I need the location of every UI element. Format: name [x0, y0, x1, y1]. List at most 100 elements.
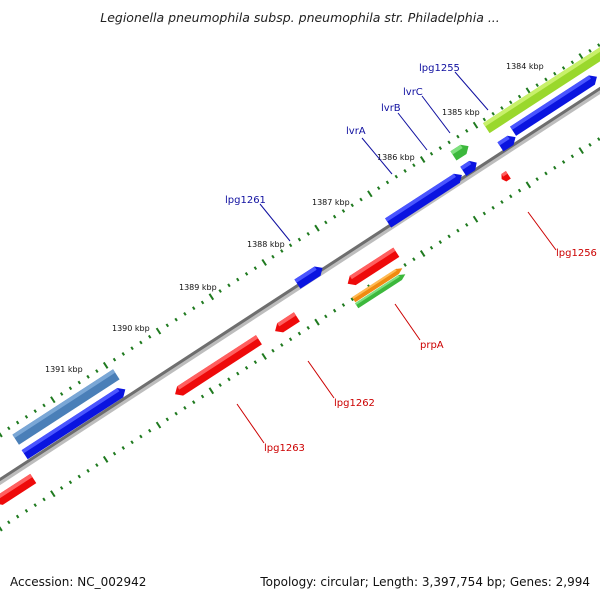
- minor-tick: [438, 146, 443, 150]
- gene-lpg1263[interactable]: [172, 335, 262, 399]
- minor-tick: [165, 417, 170, 422]
- minor-tick: [200, 394, 205, 399]
- minor-tick: [77, 380, 81, 385]
- minor-tick: [130, 346, 134, 351]
- gene-forward-left[interactable]: [21, 385, 129, 460]
- minor-tick: [332, 214, 337, 219]
- minor-tick: [86, 468, 90, 473]
- minor-tick: [482, 117, 487, 122]
- major-tick: [0, 526, 3, 532]
- minor-tick: [139, 340, 143, 345]
- gene-lvrC-blue[interactable]: [497, 132, 518, 152]
- gene-label-lvrB[interactable]: lvrB: [381, 103, 401, 114]
- minor-tick: [350, 203, 354, 208]
- minor-tick: [491, 111, 495, 116]
- major-tick: [50, 490, 56, 498]
- minor-tick: [403, 263, 407, 267]
- minor-tick: [174, 317, 178, 322]
- kbp-label-1386: 1386 kbp: [377, 153, 415, 162]
- minor-tick: [544, 77, 548, 82]
- major-tick: [578, 147, 584, 155]
- minor-tick: [33, 409, 37, 414]
- minor-tick: [412, 257, 416, 262]
- gene-lpg1256[interactable]: [499, 171, 511, 183]
- minor-tick: [24, 508, 29, 513]
- minor-tick: [341, 209, 346, 213]
- gene-label-lvrA[interactable]: lvrA: [346, 126, 366, 137]
- minor-tick: [429, 245, 434, 250]
- feature-steelblue[interactable]: [12, 369, 120, 445]
- inner-tick-ruler: [0, 137, 600, 532]
- gene-label-lpg1255[interactable]: lpg1255: [419, 63, 460, 74]
- gene-arrows: [0, 72, 600, 508]
- minor-tick: [112, 451, 117, 456]
- feature-track: [12, 46, 600, 445]
- gene-lvrA[interactable]: [385, 170, 465, 228]
- minor-tick: [130, 440, 134, 445]
- minor-tick: [438, 240, 443, 244]
- minor-tick: [280, 249, 284, 253]
- accession-text: Accession: NC_002942: [10, 575, 147, 589]
- minor-tick: [271, 254, 275, 259]
- minor-tick: [517, 94, 522, 99]
- feature-prpA-orange[interactable]: [352, 266, 404, 303]
- minor-tick: [500, 200, 504, 204]
- minor-tick: [535, 83, 539, 88]
- minor-tick: [165, 323, 170, 328]
- major-tick: [208, 387, 215, 395]
- minor-tick: [297, 237, 302, 242]
- minor-tick: [376, 186, 381, 190]
- minor-tick: [59, 392, 64, 396]
- gene-lvrB-blue[interactable]: [460, 158, 479, 176]
- minor-tick: [588, 142, 592, 147]
- feature-lime[interactable]: [483, 46, 600, 134]
- major-tick: [155, 327, 162, 335]
- gene-label-lpg1263[interactable]: lpg1263: [264, 443, 305, 454]
- minor-tick: [456, 228, 460, 233]
- gene-green-small[interactable]: [450, 141, 471, 161]
- minor-tick: [95, 369, 99, 373]
- major-tick: [525, 181, 532, 189]
- gene-red-prpA-upper[interactable]: [345, 247, 400, 289]
- minor-tick: [244, 365, 249, 370]
- gene-label-lpg1262[interactable]: lpg1262: [334, 398, 375, 409]
- gene-label-lvrC[interactable]: lvrC: [403, 87, 423, 98]
- gene-red-left[interactable]: [0, 473, 37, 508]
- minor-tick: [447, 140, 451, 145]
- minor-tick: [385, 180, 390, 185]
- gene-lpg1261[interactable]: [294, 263, 325, 289]
- feature-prpA-green[interactable]: [355, 272, 407, 309]
- minor-tick: [227, 377, 231, 382]
- minor-tick: [359, 197, 363, 202]
- minor-tick: [218, 289, 222, 293]
- leader-lines: [236, 71, 557, 444]
- gene-lpg1255[interactable]: [510, 72, 600, 136]
- major-tick: [102, 455, 109, 463]
- kbp-label-1385: 1385 kbp: [442, 108, 480, 117]
- gene-lpg1262-small[interactable]: [272, 312, 300, 335]
- minor-tick: [183, 406, 187, 410]
- minor-tick: [465, 129, 469, 133]
- kbp-label-1391: 1391 kbp: [45, 365, 83, 374]
- gene-label-lpg1261[interactable]: lpg1261: [225, 195, 266, 206]
- gene-label-lpg1256[interactable]: lpg1256: [556, 248, 597, 259]
- gene-label-prpA[interactable]: prpA: [420, 340, 444, 351]
- minor-tick: [33, 503, 37, 508]
- minor-tick: [7, 426, 11, 431]
- kbp-label-1387: 1387 kbp: [312, 198, 350, 207]
- minor-tick: [174, 411, 178, 416]
- kbp-label-1390: 1390 kbp: [112, 324, 150, 333]
- minor-tick: [15, 420, 20, 425]
- minor-tick: [341, 303, 346, 307]
- minor-tick: [517, 188, 522, 193]
- major-tick: [261, 352, 267, 360]
- major-tick: [472, 121, 479, 129]
- minor-tick: [482, 211, 487, 216]
- major-tick: [367, 190, 373, 198]
- minor-tick: [509, 194, 513, 199]
- minor-tick: [95, 463, 99, 467]
- minor-tick: [553, 165, 557, 170]
- minor-tick: [324, 220, 328, 225]
- minor-tick: [403, 169, 407, 173]
